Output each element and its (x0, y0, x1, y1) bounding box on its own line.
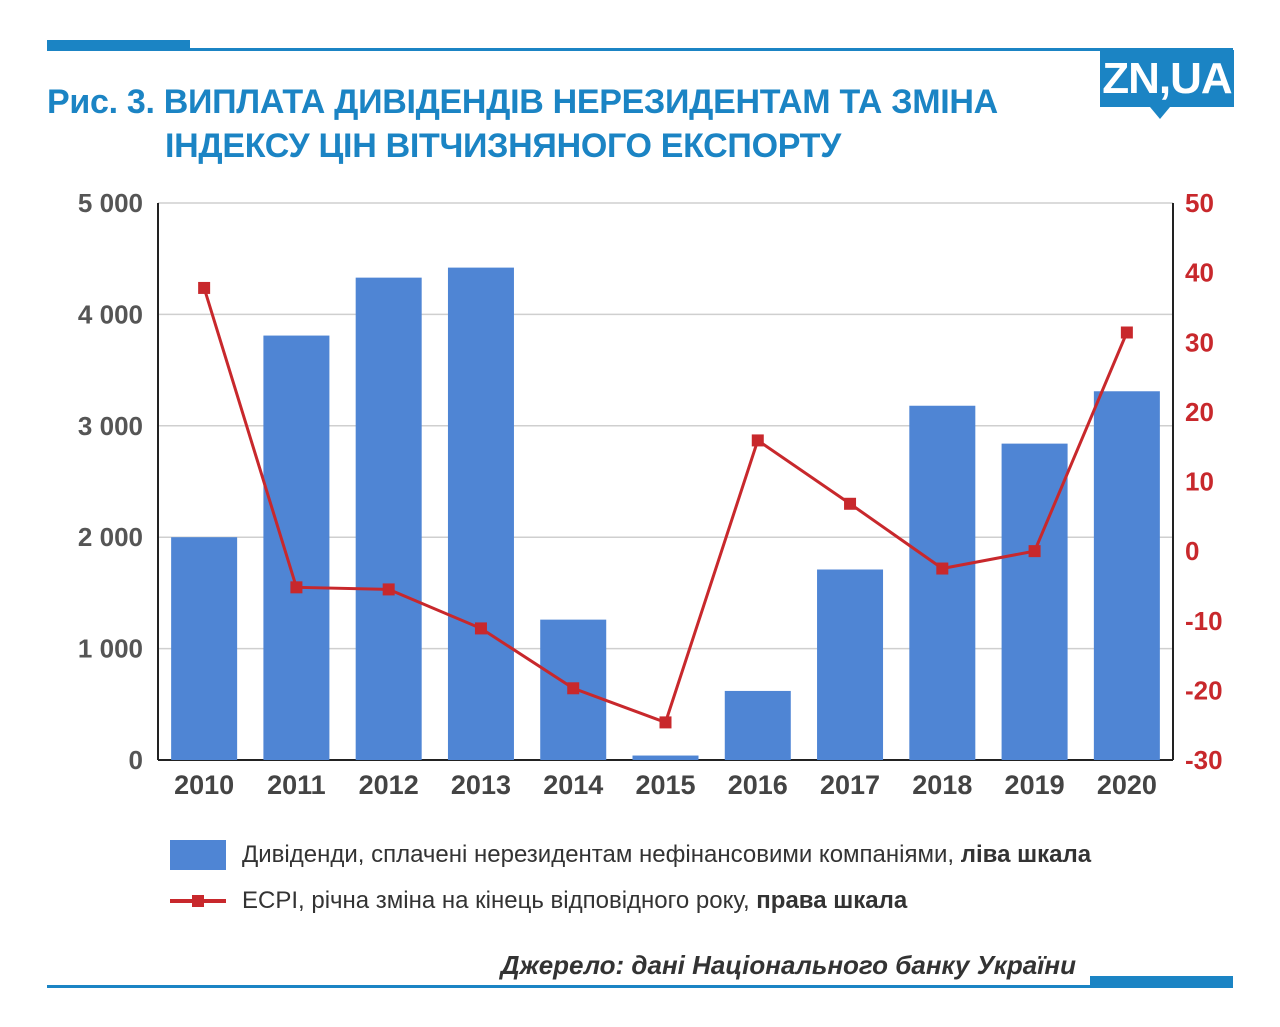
bar (632, 755, 699, 760)
bar (724, 690, 791, 760)
bar (1001, 443, 1068, 760)
y-right-tick-label: 0 (1185, 536, 1199, 566)
legend-bar-swatch (170, 840, 226, 870)
ecpi-point (1028, 545, 1041, 558)
ecpi-point (1120, 326, 1133, 339)
bar (817, 569, 884, 760)
y-left-tick-label: 1 000 (78, 634, 143, 664)
ecpi-line (202, 287, 1129, 725)
x-tick-label: 2020 (1097, 770, 1157, 800)
y-left-tick-label: 3 000 (78, 411, 143, 441)
bottom-rule (47, 985, 1233, 988)
y-right-tick-label: -30 (1185, 745, 1223, 775)
y-right-tick-label: 20 (1185, 397, 1214, 427)
y-right-tick-label: 10 (1185, 467, 1214, 497)
x-tick-label: 2010 (174, 770, 234, 800)
chart-title: Рис. 3. ВИПЛАТА ДИВІДЕНДІВ НЕРЕЗИДЕНТАМ … (47, 80, 1087, 168)
x-tick-label: 2016 (728, 770, 788, 800)
legend-line-swatch (170, 886, 226, 916)
bar (355, 277, 422, 760)
y-right-tick-label: -10 (1185, 606, 1223, 636)
top-rule (47, 48, 1233, 51)
zn-ua-logo: ZN,UA (1100, 50, 1234, 107)
y-left-tick-label: 2 000 (78, 522, 143, 552)
legend-line-label: ECPI, річна зміна на кінець відповідного… (242, 887, 908, 914)
ecpi-point (659, 716, 672, 729)
ecpi-point (936, 562, 949, 575)
x-tick-label: 2015 (635, 770, 695, 800)
dividends-ecpi-chart: 0 1 000 2 000 3 000 4 000 5 000 -30 -20 -10 0 10 20… (78, 188, 1223, 800)
title-line-1: Рис. 3. ВИПЛАТА ДИВІДЕНДІВ НЕРЕЗИДЕНТАМ … (47, 83, 998, 121)
title-line-2: ІНДЕКСУ ЦІН ВІТЧИЗНЯНОГО ЕКСПОРТУ (165, 127, 841, 165)
x-tick-label: 2011 (267, 770, 326, 800)
x-tick-label: 2014 (543, 770, 603, 800)
x-tick-label: 2013 (451, 770, 511, 800)
x-tick-label: 2018 (912, 770, 972, 800)
y-left-tick-label: 0 (129, 745, 143, 775)
bar (447, 267, 514, 760)
y-right-tick-label: -20 (1185, 675, 1223, 705)
ecpi-point (382, 583, 395, 596)
y-right-tick-label: 30 (1185, 327, 1214, 357)
y-left-tick-label: 4 000 (78, 299, 143, 329)
ecpi-point (844, 497, 857, 510)
bar (263, 335, 330, 760)
legend-item-bars: Дивіденди, сплачені нерезидентам нефінан… (170, 840, 1091, 870)
logo-speech-tail (1150, 107, 1170, 119)
top-accent-bar (47, 40, 190, 51)
bottom-accent-bar (1090, 976, 1233, 987)
y-left-tick-label: 5 000 (78, 188, 143, 218)
ecpi-point (751, 434, 764, 447)
ecpi-point (567, 682, 580, 695)
x-tick-label: 2019 (1005, 770, 1065, 800)
bar (909, 405, 976, 760)
y-right-tick-label: 50 (1185, 188, 1214, 218)
bar (171, 537, 238, 760)
bar (1093, 391, 1160, 760)
legend-item-line: ECPI, річна зміна на кінець відповідного… (170, 886, 907, 916)
x-tick-label: 2012 (359, 770, 419, 800)
ecpi-point (474, 622, 487, 635)
source-note: Джерело: дані Національного банку Україн… (500, 950, 1076, 980)
x-tick-label: 2017 (820, 770, 880, 800)
ecpi-point (198, 281, 211, 294)
legend-bar-label: Дивіденди, сплачені нерезидентам нефінан… (242, 841, 1092, 868)
ecpi-point (290, 581, 303, 594)
y-right-tick-label: 40 (1185, 258, 1214, 288)
